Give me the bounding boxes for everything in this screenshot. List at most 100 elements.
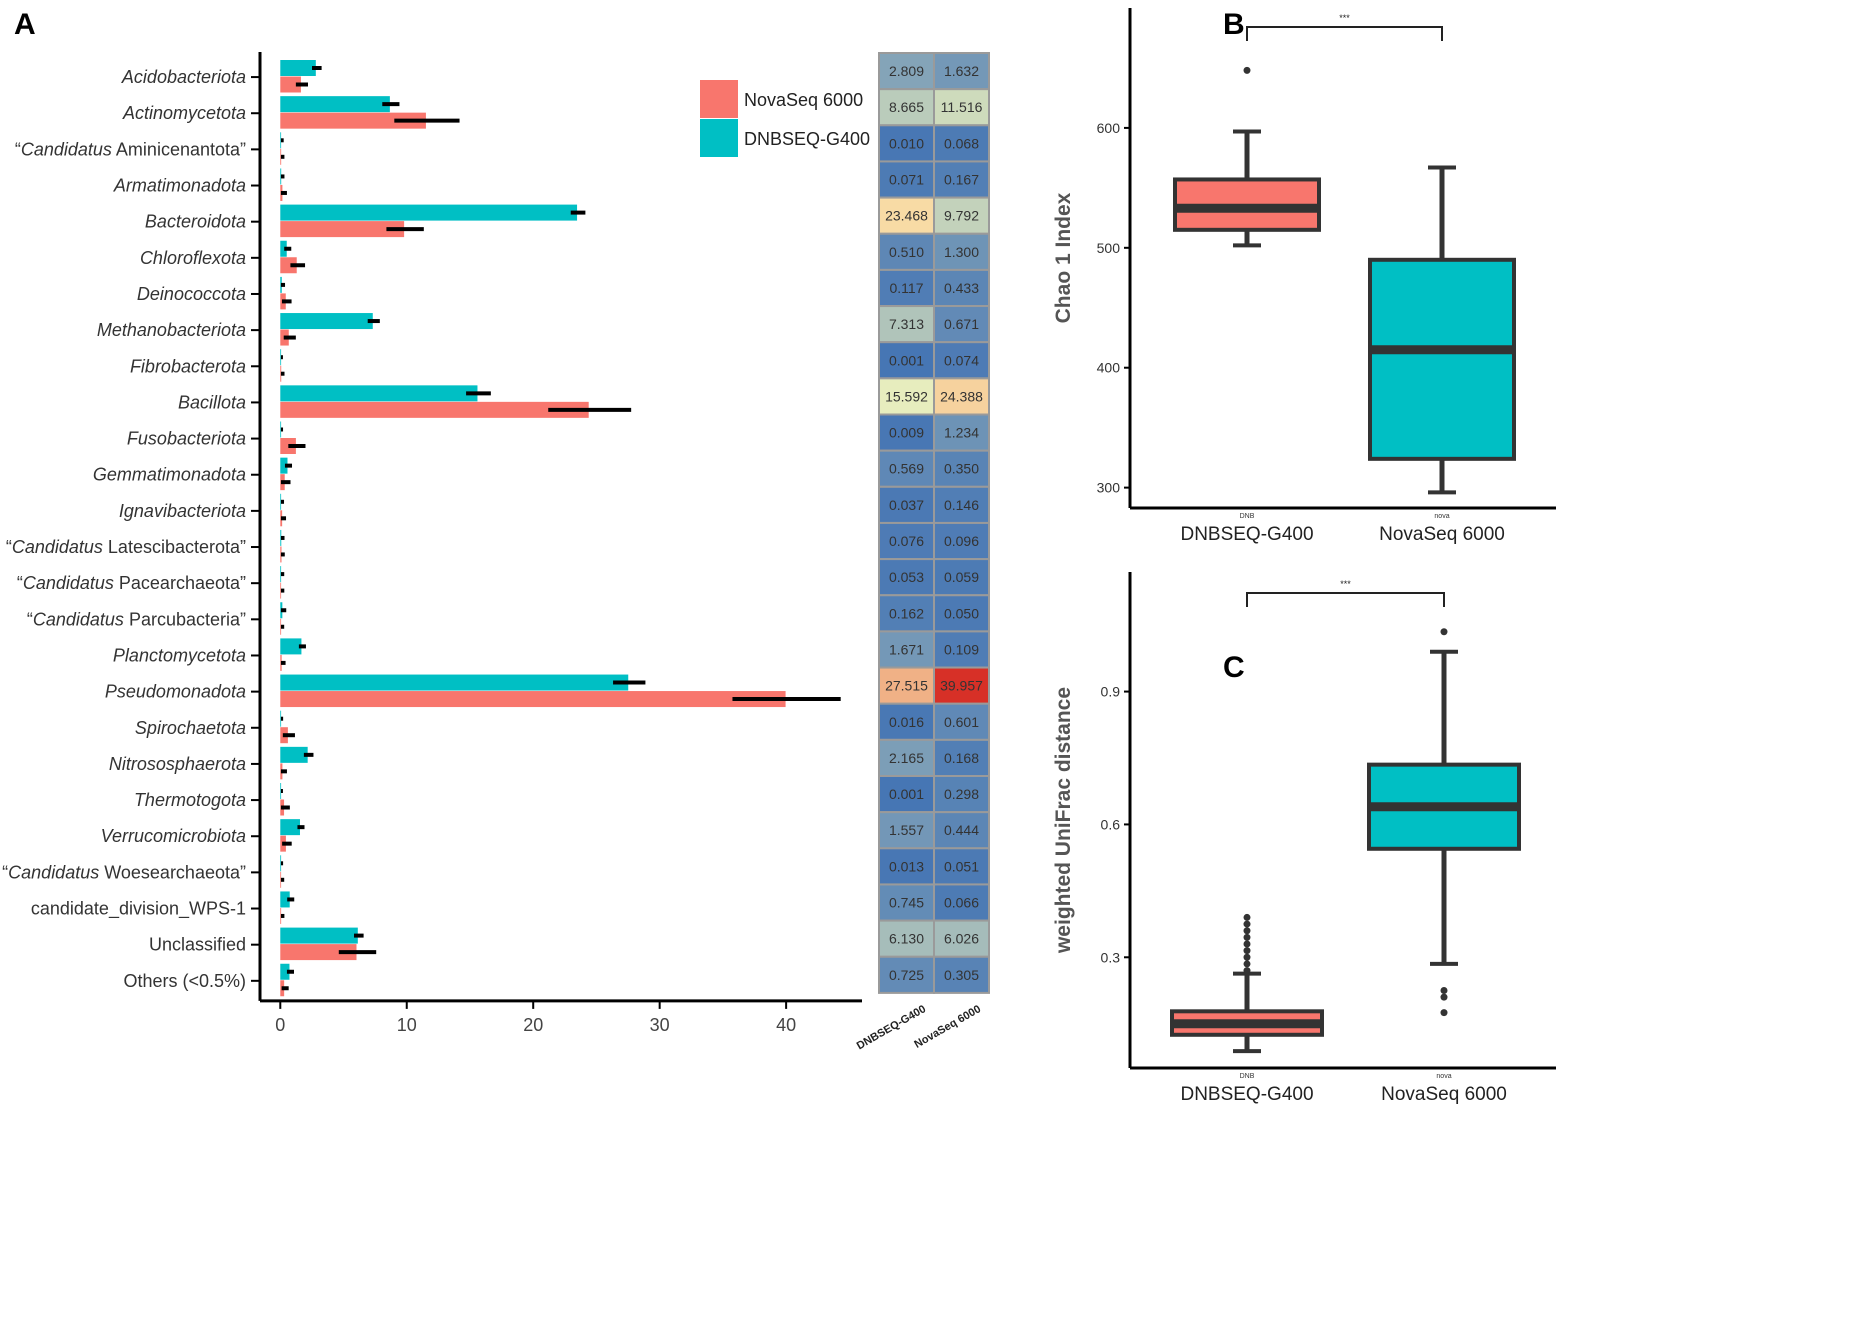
category-label: Nitrososphaerota (109, 754, 246, 774)
category-label: Thermotogota (134, 790, 246, 810)
bar-novaseq (280, 365, 282, 382)
y-tick-label: 0.3 (1101, 949, 1121, 965)
heatmap-cell (933, 702, 990, 741)
bar-dnbseq (280, 385, 478, 402)
heatmap-value: 0.076 (889, 533, 924, 549)
category-label-part: Thermotogota (134, 790, 246, 810)
heatmap-value: 6.130 (889, 931, 924, 947)
bar-dnbseq (280, 313, 373, 330)
outlier-point (1243, 940, 1251, 948)
heatmap-value: 39.957 (940, 678, 983, 694)
significance-label: *** (1340, 579, 1351, 589)
heatmap-value: 1.234 (944, 425, 979, 441)
category-label-part: Bacillota (178, 392, 246, 412)
category-label-part: Latescibacterota” (103, 537, 246, 557)
heatmap-value: 0.068 (944, 135, 979, 151)
bar-dnbseq (280, 132, 282, 149)
significance-label: *** (1339, 13, 1350, 23)
heatmap-cell (878, 124, 935, 163)
heatmap-value: 24.388 (940, 388, 983, 404)
heatmap-cell (933, 811, 990, 850)
legend-label: NovaSeq 6000 (744, 90, 863, 110)
category-label: Unclassified (149, 935, 246, 955)
heatmap-value: 11.516 (941, 99, 983, 115)
category-label-part: Spirochaetota (135, 718, 246, 738)
bar-dnbseq (280, 421, 282, 438)
panel-c: C 0.3 0.6 0.9 weighted UniFrac distance DNB D… (1052, 572, 1556, 1105)
heatmap-cell (933, 666, 990, 705)
category-label-part: Fibrobacterota (130, 356, 246, 376)
category-label: Chloroflexota (140, 248, 246, 268)
heatmap-cell (878, 268, 935, 308)
category-label: Bacillota (178, 392, 246, 412)
outlier-point (1243, 933, 1251, 941)
box-iqr (1368, 257, 1516, 461)
bar-dnbseq (280, 566, 282, 583)
y-tick-label: 600 (1097, 120, 1121, 136)
category-label: Verrucomicrobiota (101, 826, 246, 846)
heatmap-cell (878, 377, 935, 416)
heatmap-cell (933, 485, 990, 524)
heatmap-cell (878, 52, 935, 91)
heatmap-value: 1.632 (944, 63, 979, 79)
heatmap-cell (933, 268, 990, 308)
outlier-point (1243, 913, 1251, 921)
y-tick-label: 0.6 (1101, 816, 1121, 832)
heatmap-cell (878, 160, 935, 199)
heatmap-value: 6.026 (944, 931, 979, 947)
category-label: Acidobacteriota (121, 67, 246, 87)
panel-b: B 300 400 500 600 Chao 1 Index DNB DNBSEQ-G400… (1052, 8, 1556, 545)
category-label-part: Candidatus (23, 573, 114, 593)
outlier-point (1440, 1009, 1448, 1017)
category-label-part: Fusobacteriota (127, 429, 246, 449)
heatmap-value: 0.053 (889, 569, 924, 585)
heatmap-cell (933, 558, 990, 597)
heatmap-value: 0.001 (889, 786, 924, 802)
category-label-part: Parcubacteria” (124, 609, 246, 629)
bar-dnbseq (280, 783, 282, 799)
category-label: Planctomycetota (113, 645, 246, 665)
heatmap-value: 0.569 (889, 461, 924, 477)
heatmap-value: 0.037 (889, 497, 924, 513)
heatmap-value: 23.468 (885, 208, 928, 224)
category-label: Pseudomonadota (105, 682, 246, 702)
category-label-part: Verrucomicrobiota (101, 826, 246, 846)
heatmap-value: 1.300 (944, 244, 979, 260)
bar-novaseq (280, 546, 282, 563)
panel-label-c: C (1223, 651, 1245, 684)
category-label-part: Bacteroidota (145, 212, 246, 232)
x-tick-small-label: DNB (1240, 1073, 1255, 1080)
outlier-point (1440, 987, 1448, 994)
outlier-point (1243, 960, 1251, 968)
category-label-part: Armatimonadota (113, 176, 246, 196)
category-label-part: Acidobacteriota (121, 67, 246, 87)
y-tick-label: 400 (1097, 360, 1121, 376)
category-label-part: Pacearchaeota” (114, 573, 246, 593)
bar-dnbseq (280, 710, 282, 727)
category-label-part: Candidatus (33, 609, 124, 629)
heatmap-value: 0.071 (889, 172, 924, 188)
heatmap-value: 0.167 (944, 172, 979, 188)
bar-dnbseq (280, 891, 290, 908)
legend: NovaSeq 6000 DNBSEQ-G400 (700, 80, 870, 157)
y-axis-title: weighted UniFrac distance (1052, 687, 1075, 954)
x-category-label: NovaSeq 6000 (1381, 1084, 1507, 1105)
category-label-part: Gemmatimonadota (93, 465, 246, 485)
y-tick-label: 300 (1097, 480, 1121, 496)
bar-dnbseq (280, 168, 282, 185)
x-category-label: DNBSEQ-G400 (1180, 1084, 1313, 1105)
y-axis-title: Chao 1 Index (1052, 192, 1075, 323)
category-label-part: Chloroflexota (140, 248, 246, 268)
category-label-part: Woesearchaeota” (99, 862, 246, 882)
bar-dnbseq (280, 638, 302, 655)
category-labels: AcidobacteriotaActinomycetota“Candidatus… (2, 67, 246, 991)
heatmap-value: 0.298 (944, 786, 979, 802)
category-label-part: Deinococcota (137, 284, 246, 304)
significance-bracket (1246, 592, 1445, 607)
category-label: “Candidatus Woesearchaeota” (2, 862, 246, 882)
heatmap-value: 7.313 (889, 316, 924, 332)
x-tick-label: 40 (776, 1015, 796, 1035)
category-label: Fibrobacterota (130, 356, 246, 376)
heatmap-cell (933, 630, 990, 669)
